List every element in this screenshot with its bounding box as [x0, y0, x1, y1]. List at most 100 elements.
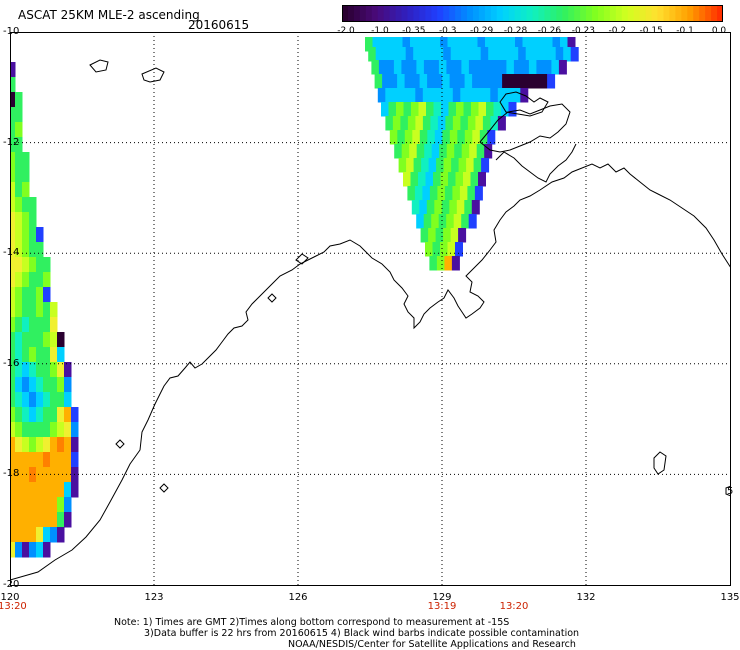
swath-cell [22, 317, 30, 333]
swath-cell [36, 257, 44, 273]
swath-cell [474, 186, 483, 201]
swath-cell [22, 452, 30, 468]
colorbar-segment [490, 5, 498, 22]
swath-cell [10, 152, 16, 168]
swath-cell [442, 130, 451, 145]
swath-cell [15, 197, 23, 213]
colorbar-label: -0.23 [571, 26, 596, 36]
swath-cell [505, 88, 514, 103]
swath-cell [455, 172, 464, 187]
swath-cell [419, 130, 428, 145]
swath-cell [420, 228, 429, 243]
swath-cell [43, 377, 51, 393]
swath-cell [512, 88, 521, 103]
swath-cell [29, 227, 37, 243]
swath-cell [43, 542, 51, 558]
swath-cell [36, 392, 44, 408]
colorbar-segment [639, 5, 647, 22]
swath-cell [547, 74, 556, 89]
swath-cell [57, 497, 65, 513]
swath-cell [410, 37, 418, 52]
swath-cell [482, 116, 491, 131]
swath-cell [447, 242, 456, 257]
swath-cell [450, 47, 459, 62]
swath-cell [530, 37, 538, 52]
swath-cell [36, 377, 44, 393]
colorbar-segment [389, 5, 397, 22]
colorbar-segment [615, 5, 623, 22]
swath-cell [507, 37, 516, 52]
colorbar-label: -0.28 [503, 26, 528, 36]
swath-cell [437, 116, 446, 131]
swath-cell [423, 214, 432, 229]
swath-cell [36, 317, 44, 333]
lon-tick-label: 129 [432, 592, 452, 603]
swath-cell [415, 116, 424, 131]
swath-cell [43, 347, 51, 363]
swath-cell [464, 74, 473, 89]
swath-cell [10, 257, 16, 273]
swath-cell [460, 88, 469, 103]
swath-cell [555, 47, 564, 62]
swath-cell [438, 214, 447, 229]
swath-cell [426, 102, 434, 117]
swath-cell [471, 102, 479, 117]
swath-cell [491, 60, 500, 75]
swath-cell [447, 37, 456, 52]
swath-cell [461, 60, 470, 75]
colorbar-segment [556, 5, 563, 22]
swath-cell [22, 422, 30, 438]
colorbar-segment [347, 5, 355, 22]
swath-cell [476, 144, 485, 159]
swath-cell [437, 88, 446, 103]
swath-cell [22, 242, 30, 258]
swath-cell [10, 512, 16, 528]
swath-cell [36, 227, 44, 243]
map-date: 20160615 [188, 18, 250, 32]
lon-tick-label: 120 [0, 592, 20, 603]
swath-cell [401, 144, 410, 159]
swath-cell [22, 302, 30, 318]
swath-cell [29, 347, 37, 363]
swath-cell [485, 37, 493, 52]
note-line-3: NOAA/NESDIS/Center for Satellite Applica… [288, 639, 576, 650]
data-swath-west [10, 62, 79, 558]
swath-cell [57, 407, 65, 423]
swath-cell [50, 497, 58, 513]
swath-cell [29, 482, 37, 498]
swath-cell [50, 332, 58, 348]
colorbar-label: -0.29 [469, 26, 494, 36]
swath-cell [10, 362, 16, 378]
swath-cell [43, 257, 51, 273]
swath-cell [443, 158, 452, 173]
colorbar-segment [413, 5, 420, 22]
lon-tick-label: 132 [576, 592, 596, 603]
swath-cell [440, 37, 448, 52]
swath-cell [448, 172, 456, 187]
colorbar-segment [365, 5, 373, 22]
swath-cell [463, 102, 472, 117]
swath-cell [551, 60, 560, 75]
swath-cell [29, 437, 37, 453]
swath-cell [15, 92, 23, 108]
swath-cell [43, 272, 51, 288]
colorbar-segment [449, 5, 456, 22]
swath-cell [36, 527, 44, 543]
swath-cell [10, 302, 16, 318]
swath-cell [548, 47, 557, 62]
swath-cell [71, 482, 79, 498]
swath-cell [508, 102, 517, 117]
swath-cell [382, 74, 391, 89]
colorbar-segment [407, 5, 415, 22]
swath-cell [29, 302, 37, 318]
swath-cell [455, 37, 463, 52]
swath-cell [394, 144, 403, 159]
swath-cell [416, 60, 425, 75]
swath-cell [432, 242, 441, 257]
swath-cell [57, 527, 65, 543]
swath-cell [404, 130, 413, 145]
lon-tick-label: 135 [720, 592, 740, 603]
swath-cell [375, 47, 384, 62]
swath-cell [449, 200, 458, 215]
swath-cell [10, 407, 16, 423]
